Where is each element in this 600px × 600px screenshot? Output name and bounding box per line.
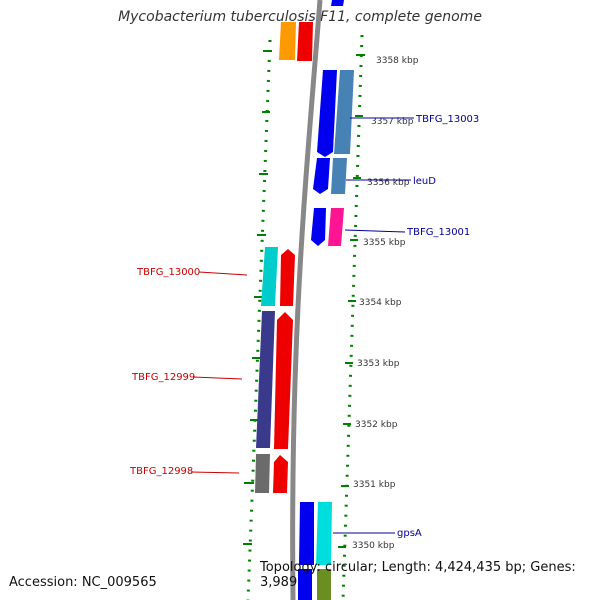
- accession-text: Accession: NC_009565: [9, 575, 157, 590]
- kbp-label: 3358 kbp: [376, 56, 419, 66]
- label-tbfg-12999: TBFG_12999: [131, 372, 195, 383]
- kbp-label: 3357 kbp: [371, 117, 414, 127]
- gene-leud: [313, 158, 330, 194]
- gene-tbfg-13003-b: [334, 70, 354, 154]
- gene-leud-b: [331, 158, 347, 194]
- gene-tbfg-13000-b: [280, 249, 295, 306]
- leader-tbfg-13000: [198, 271, 248, 276]
- topology-text: Topology: circular; Length: 4,424,435 bp…: [260, 560, 576, 590]
- kbp-label: 3353 kbp: [357, 359, 400, 369]
- label-leud: leuD: [413, 176, 436, 187]
- label-tbfg-13000: TBFG_13000: [136, 267, 200, 278]
- gene-tbfg-13001-b: [328, 208, 344, 246]
- gene-tbfg-12999: [256, 311, 275, 448]
- gene-gpsa-b: [316, 502, 332, 565]
- ruler-line-right: [341, 34, 364, 600]
- gene-tbfg-13001: [311, 208, 326, 246]
- leader-tbfg-13001: [344, 229, 406, 233]
- genome-backbone: [290, 0, 323, 600]
- gene-red-top: [297, 22, 313, 61]
- kbp-label: 3355 kbp: [363, 238, 406, 248]
- leader-tbfg-12998: [190, 471, 240, 474]
- kbp-label: 3351 kbp: [353, 480, 396, 490]
- gene-tbfg-12999-b: [274, 312, 293, 449]
- gene-tbfg-12998: [255, 454, 270, 493]
- label-gpsa: gpsA: [397, 528, 422, 539]
- kbp-label: 3352 kbp: [355, 420, 398, 430]
- label-tbfg-13003: TBFG_13003: [415, 114, 479, 125]
- gene-gpsa: [299, 502, 314, 565]
- label-tbfg-12998: TBFG_12998: [129, 466, 193, 477]
- kbp-label: 3354 kbp: [359, 298, 402, 308]
- leader-tbfg-12999: [192, 376, 243, 380]
- gene-bottom-blue: [298, 569, 312, 600]
- gene-orange: [279, 22, 296, 60]
- ruler-line-left: [246, 39, 272, 600]
- gene-tbfg-13003: [317, 70, 337, 157]
- gene-tbfg-13000: [261, 247, 278, 306]
- ruler-ticks-left: [243, 50, 272, 545]
- gene-blue-top: [331, 0, 344, 6]
- label-tbfg-13001: TBFG_13001: [406, 227, 470, 238]
- map-title: Mycobacterium tuberculosis F11, complete…: [118, 9, 482, 25]
- kbp-label: 3356 kbp: [367, 178, 410, 188]
- ruler-ticks-right: [338, 54, 365, 548]
- gene-tbfg-12998-b: [273, 455, 288, 493]
- gene-bottom-olive: [317, 569, 331, 600]
- kbp-label: 3350 kbp: [352, 541, 395, 551]
